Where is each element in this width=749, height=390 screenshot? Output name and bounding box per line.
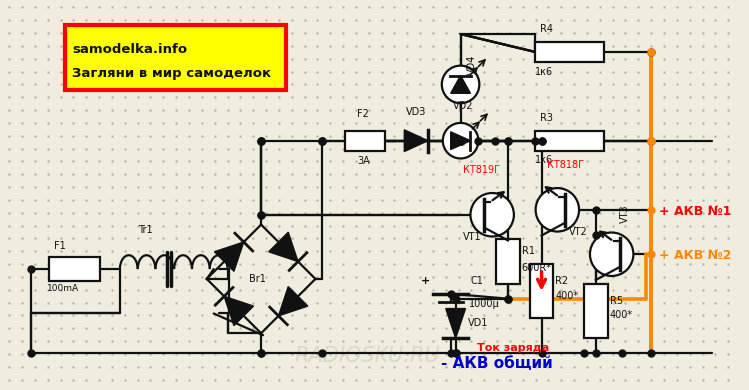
Text: Загляни в мир самоделок: Загляни в мир самоделок [73, 67, 272, 80]
Text: R5: R5 [610, 296, 623, 306]
Text: R1: R1 [522, 246, 535, 256]
Polygon shape [451, 132, 470, 150]
FancyBboxPatch shape [64, 25, 286, 90]
Bar [345, 131, 384, 151]
Text: R4: R4 [539, 24, 553, 34]
Text: samodelka.info: samodelka.info [73, 43, 187, 56]
Text: - АКВ общий: - АКВ общий [441, 356, 553, 371]
Text: КТ819Г: КТ819Г [463, 165, 500, 175]
Polygon shape [451, 76, 470, 93]
Text: + АКВ №2: + АКВ №2 [659, 249, 732, 262]
Polygon shape [269, 232, 298, 262]
Text: F2: F2 [357, 109, 369, 119]
Text: VD3: VD3 [406, 107, 427, 117]
Text: 1000μ: 1000μ [468, 299, 500, 308]
Text: Br1: Br1 [249, 274, 266, 284]
Text: КТ818Г: КТ818Г [548, 160, 585, 170]
Text: Ток заряда: Ток заряда [477, 343, 550, 353]
Polygon shape [279, 287, 308, 316]
Bar [496, 239, 520, 284]
Text: R2: R2 [555, 276, 568, 286]
Text: R3: R3 [539, 113, 553, 123]
Bar [535, 131, 604, 151]
Circle shape [536, 188, 579, 232]
Text: VT1: VT1 [463, 232, 481, 243]
Text: 600R*: 600R* [522, 263, 552, 273]
Polygon shape [446, 308, 466, 338]
Text: 1к6: 1к6 [535, 155, 553, 165]
Circle shape [590, 232, 634, 276]
Text: VD4: VD4 [467, 54, 476, 74]
Text: +: + [421, 276, 431, 286]
Text: VT2: VT2 [569, 227, 588, 238]
Polygon shape [404, 130, 428, 152]
Text: F1: F1 [54, 241, 65, 251]
Circle shape [443, 123, 479, 158]
Bar [535, 42, 604, 62]
Text: 400*: 400* [555, 291, 578, 301]
Text: VT3: VT3 [619, 204, 630, 223]
Bar [530, 264, 554, 319]
Text: 100mA: 100mA [47, 284, 79, 293]
Text: RADIOSKU.RU: RADIOSKU.RU [294, 346, 440, 366]
Text: VD2: VD2 [452, 101, 473, 111]
Circle shape [442, 66, 479, 103]
Text: Tr1: Tr1 [138, 225, 152, 236]
Polygon shape [224, 296, 253, 326]
Text: + АКВ №1: + АКВ №1 [659, 205, 732, 218]
Bar [584, 284, 607, 338]
Circle shape [470, 193, 514, 236]
Text: C1: C1 [470, 276, 483, 286]
Text: 3А: 3А [357, 156, 370, 167]
Polygon shape [214, 242, 243, 271]
Bar [49, 257, 100, 281]
Text: 1к6: 1к6 [535, 67, 553, 76]
Text: 400*: 400* [610, 310, 633, 321]
Text: VD1: VD1 [467, 318, 488, 328]
